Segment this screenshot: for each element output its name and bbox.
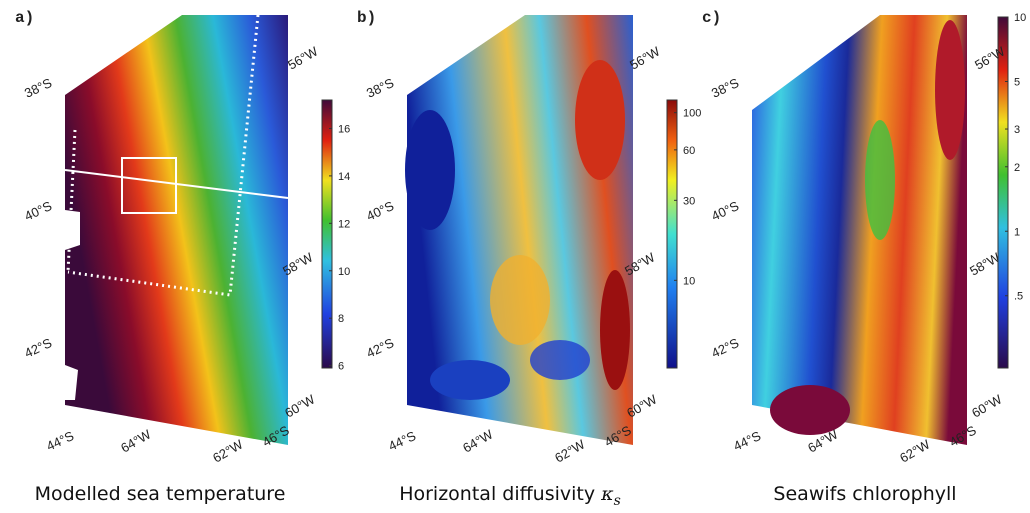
lat-label: 40°S — [709, 198, 741, 224]
caption-subscript: s — [614, 493, 621, 509]
caption-text: Seawifs chlorophyll — [773, 483, 956, 505]
lat-label: 44°S — [731, 428, 763, 454]
lat-label: 44°S — [386, 428, 418, 454]
colorbar-frame — [997, 16, 1009, 369]
colorbar-tick-label: 10 — [338, 266, 350, 278]
lat-label: 44°S — [44, 428, 76, 454]
colorbar-tick-label: 6 — [338, 361, 344, 373]
colorbar-tick-label: 16 — [338, 123, 350, 135]
caption-text: Modelled sea temperature — [35, 483, 286, 505]
caption: Modelled sea temperature — [35, 483, 286, 505]
lat-label: 38°S — [364, 75, 396, 101]
lat-label: 40°S — [364, 198, 396, 224]
lon-label: 62°W — [210, 436, 246, 465]
map-a — [64, 14, 289, 445]
lat-label: 40°S — [22, 198, 54, 224]
colorbar-tick-label: 5 — [1014, 76, 1020, 88]
colorbar-tick-label: 10 — [683, 275, 695, 287]
lon-label: 62°W — [552, 436, 588, 465]
colorbar-tick-label: 100 — [683, 108, 701, 120]
lon-label: 60°W — [969, 391, 1005, 420]
colorbar-tick-label: 60 — [683, 145, 695, 157]
panel-label: a) — [15, 9, 34, 27]
lon-label: 62°W — [897, 436, 933, 465]
colorbar — [322, 100, 332, 368]
panel-label: c) — [702, 9, 721, 27]
colorbar — [667, 100, 677, 368]
lat-label: 38°S — [22, 75, 54, 101]
map-c — [752, 15, 967, 445]
caption-symbol: κ — [600, 483, 614, 505]
lat-label: 38°S — [709, 75, 741, 101]
caption-text: Horizontal diffusivity — [399, 483, 595, 505]
lat-label: 42°S — [364, 335, 396, 361]
lon-label: 64°W — [460, 426, 496, 455]
lat-label: 42°S — [22, 335, 54, 361]
colorbar-tick-label: 1 — [1014, 226, 1020, 238]
colorbar-tick-label: 12 — [338, 218, 350, 230]
colorbar-tick-label: 8 — [338, 313, 344, 325]
colorbar-tick-label: 10 — [1014, 12, 1026, 24]
lon-label: 56°W — [285, 43, 321, 72]
caption: Seawifs chlorophyll — [773, 483, 956, 505]
colorbar-frame — [321, 99, 333, 369]
colorbar-tick-label: .5 — [1014, 291, 1023, 303]
map-b — [405, 15, 633, 445]
colorbar-frame — [666, 99, 678, 369]
colorbar-c-fill — [998, 17, 1008, 368]
caption: Horizontal diffusivity κs — [399, 483, 621, 509]
lon-label: 64°W — [118, 426, 154, 455]
panel-label: b) — [357, 9, 376, 27]
lat-label: 42°S — [709, 335, 741, 361]
colorbar-tick-label: 30 — [683, 195, 695, 207]
colorbar-tick-label: 14 — [338, 171, 350, 183]
colorbar-tick-label: 3 — [1014, 124, 1020, 136]
colorbar-tick-label: 2 — [1014, 162, 1020, 174]
